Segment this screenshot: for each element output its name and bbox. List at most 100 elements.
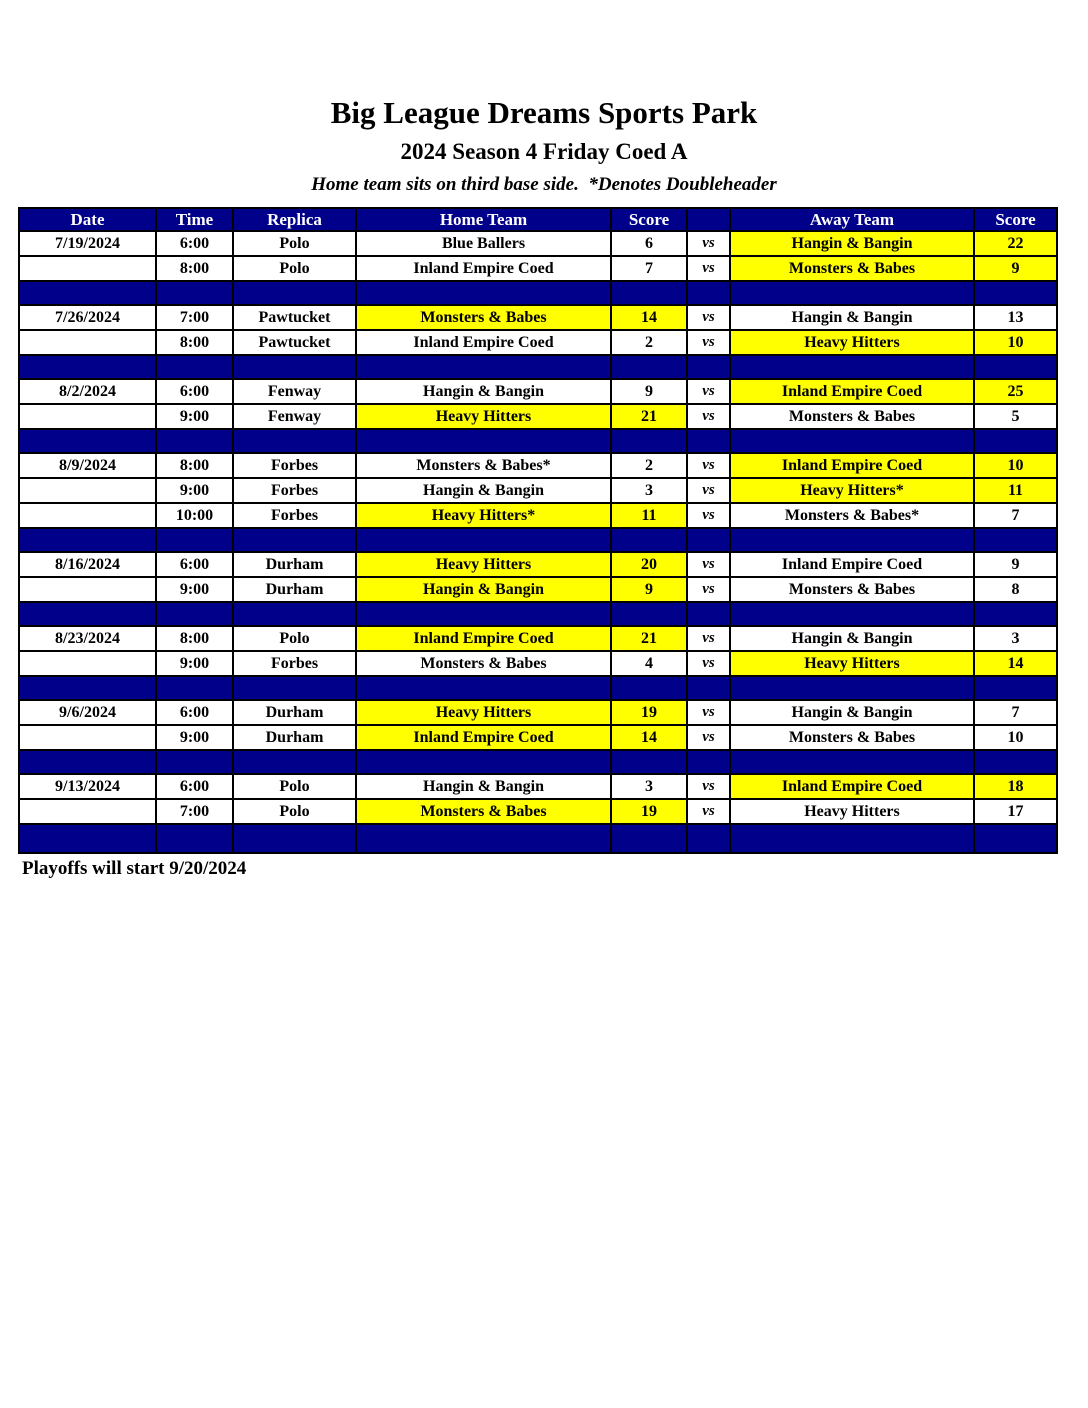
time-cell: 6:00 — [155, 773, 234, 801]
replica-cell: Polo — [232, 230, 357, 258]
separator-cell — [18, 601, 157, 628]
away-team-cell: Monsters & Babes — [729, 403, 975, 431]
time-cell: 6:00 — [155, 551, 234, 579]
separator-cell — [686, 280, 731, 307]
home-team-cell: Hangin & Bangin — [355, 576, 612, 604]
col-header-away-score: Score — [973, 207, 1058, 233]
time-cell: 8:00 — [155, 255, 234, 283]
game-row: 7/26/2024 7:00 Pawtucket Monsters & Babes 14… — [18, 304, 1058, 332]
separator-cell — [729, 428, 975, 455]
game-row: 8/2/2024 6:00 Fenway Hangin & Bangin 9 vs Inla… — [18, 378, 1058, 406]
vs-cell: vs — [686, 502, 731, 530]
home-team-cell: Hangin & Bangin — [355, 773, 612, 801]
date-cell: 8/23/2024 — [18, 625, 157, 653]
time-cell: 9:00 — [155, 403, 234, 431]
home-team-cell: Heavy Hitters* — [355, 502, 612, 530]
home-team-cell: Inland Empire Coed — [355, 329, 612, 357]
away-team-cell: Hangin & Bangin — [729, 304, 975, 332]
home-score-cell: 19 — [610, 798, 688, 826]
separator-cell — [610, 527, 688, 554]
time-cell: 9:00 — [155, 477, 234, 505]
replica-cell: Polo — [232, 255, 357, 283]
date-cell — [18, 576, 157, 604]
home-team-cell: Hangin & Bangin — [355, 477, 612, 505]
away-score-cell: 5 — [973, 403, 1058, 431]
replica-cell: Forbes — [232, 452, 357, 480]
separator-cell — [355, 527, 612, 554]
time-cell: 8:00 — [155, 329, 234, 357]
date-cell — [18, 255, 157, 283]
home-team-cell: Inland Empire Coed — [355, 255, 612, 283]
separator-cell — [18, 675, 157, 702]
col-header-away-team: Away Team — [729, 207, 975, 233]
game-row: 7:00 Polo Monsters & Babes 19 vs Heavy Hitter… — [18, 798, 1058, 826]
date-cell — [18, 798, 157, 826]
separator-cell — [18, 428, 157, 455]
game-row: 7/19/2024 6:00 Polo Blue Ballers 6 vs Hangin &… — [18, 230, 1058, 258]
date-cell — [18, 650, 157, 678]
replica-cell: Forbes — [232, 650, 357, 678]
away-team-cell: Monsters & Babes — [729, 724, 975, 752]
replica-cell: Fenway — [232, 403, 357, 431]
separator-cell — [686, 749, 731, 776]
date-cell: 9/6/2024 — [18, 699, 157, 727]
away-team-cell: Monsters & Babes — [729, 255, 975, 283]
separator-cell — [610, 601, 688, 628]
away-score-cell: 7 — [973, 502, 1058, 530]
away-score-cell: 18 — [973, 773, 1058, 801]
separator-cell — [610, 280, 688, 307]
home-team-cell: Blue Ballers — [355, 230, 612, 258]
home-score-cell: 20 — [610, 551, 688, 579]
separator-cell — [973, 823, 1058, 855]
separator-cell — [729, 675, 975, 702]
home-team-cell: Hangin & Bangin — [355, 378, 612, 406]
page-subtitle: 2024 Season 4 Friday Coed A — [400, 139, 688, 165]
home-team-cell: Monsters & Babes — [355, 798, 612, 826]
separator-cell — [232, 749, 357, 776]
away-score-cell: 14 — [973, 650, 1058, 678]
separator-cell — [18, 527, 157, 554]
col-header-home-team: Home Team — [355, 207, 612, 233]
away-team-cell: Heavy Hitters — [729, 650, 975, 678]
home-score-cell: 11 — [610, 502, 688, 530]
separator-cell — [355, 428, 612, 455]
game-row: 8:00 Pawtucket Inland Empire Coed 2 vs Heavy … — [18, 329, 1058, 357]
time-cell: 8:00 — [155, 452, 234, 480]
separator-cell — [973, 428, 1058, 455]
replica-cell: Durham — [232, 724, 357, 752]
home-team-cell: Heavy Hitters — [355, 551, 612, 579]
separator-cell — [355, 280, 612, 307]
vs-cell: vs — [686, 798, 731, 826]
separator-cell — [155, 749, 234, 776]
away-team-cell: Monsters & Babes — [729, 576, 975, 604]
separator-cell — [155, 675, 234, 702]
replica-cell: Fenway — [232, 378, 357, 406]
separator-cell — [973, 354, 1058, 381]
col-header-time: Time — [155, 207, 234, 233]
home-score-cell: 14 — [610, 724, 688, 752]
col-header-replica: Replica — [232, 207, 357, 233]
vs-cell: vs — [686, 452, 731, 480]
separator-cell — [973, 675, 1058, 702]
date-cell — [18, 502, 157, 530]
separator-cell — [729, 280, 975, 307]
vs-cell: vs — [686, 477, 731, 505]
separator-cell — [232, 601, 357, 628]
replica-cell: Forbes — [232, 477, 357, 505]
home-score-cell: 2 — [610, 329, 688, 357]
separator-cell — [610, 428, 688, 455]
away-team-cell: Hangin & Bangin — [729, 625, 975, 653]
separator-cell — [729, 527, 975, 554]
separator-cell — [686, 675, 731, 702]
date-cell: 8/16/2024 — [18, 551, 157, 579]
vs-cell: vs — [686, 230, 731, 258]
separator-cell — [973, 527, 1058, 554]
home-team-cell: Monsters & Babes* — [355, 452, 612, 480]
separator-cell — [686, 527, 731, 554]
home-score-cell: 2 — [610, 452, 688, 480]
home-team-cell: Heavy Hitters — [355, 403, 612, 431]
replica-cell: Pawtucket — [232, 304, 357, 332]
separator-row — [18, 428, 1058, 455]
separator-cell — [729, 749, 975, 776]
away-score-cell: 9 — [973, 255, 1058, 283]
